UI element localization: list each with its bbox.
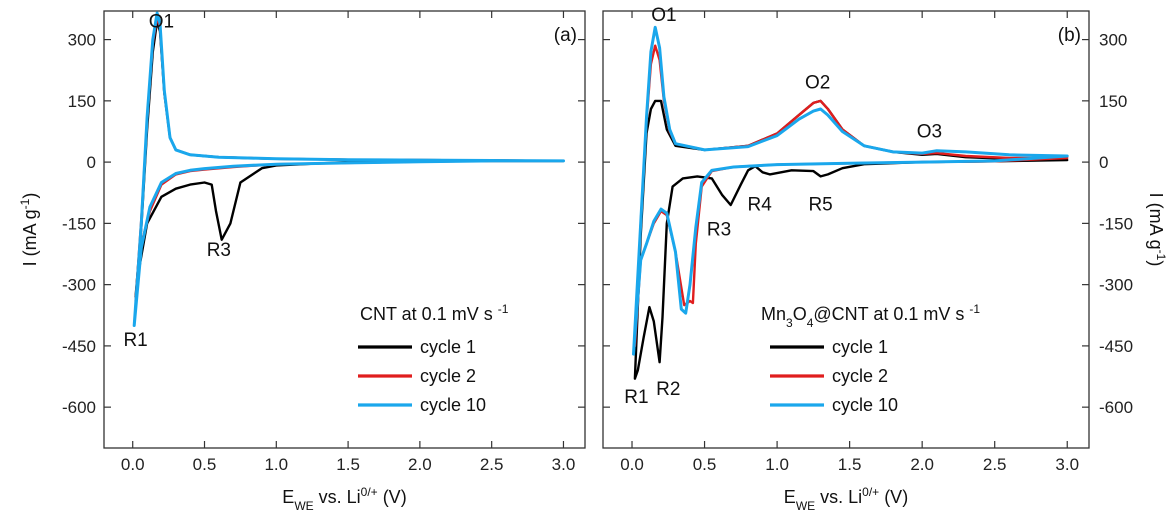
y-tick-label: -600 <box>62 398 96 417</box>
peak-annotation: R1 <box>624 387 648 408</box>
series-cycle-10 <box>632 25 1069 356</box>
y-tick-label: 150 <box>68 92 96 111</box>
panel-label: (a) <box>554 25 577 46</box>
legend-entry: cycle 2 <box>420 366 476 386</box>
x-tick-label: 0.5 <box>193 455 217 474</box>
y-tick-label: -300 <box>1099 276 1133 295</box>
chart-panel-a: 0.0 0.5 1.0 1.5 2.0 2.5 3.0 300 150 0 -150 -300 -450… <box>18 10 586 513</box>
plot-frame <box>103 10 586 449</box>
x-tick-label: 2.5 <box>983 455 1007 474</box>
y-tick-label: -600 <box>1099 398 1133 417</box>
legend-entry: cycle 1 <box>832 337 888 357</box>
plot-frame <box>602 10 1090 449</box>
legend: Mn3O4@CNT at 0.1 mV s -1 cycle 1 cycle 2 cy… <box>761 302 980 415</box>
x-tick-label: 1.0 <box>264 455 288 474</box>
legend-entry: cycle 10 <box>420 395 486 415</box>
peak-annotation: R1 <box>123 330 147 351</box>
y-tick-label: -150 <box>62 214 96 233</box>
chart-panel-b: 0.0 0.5 1.0 1.5 2.0 2.5 3.0 300 150 0 -150 -300 -450… <box>602 5 1168 513</box>
peak-annotation: R3 <box>707 220 731 241</box>
y-tick-label: 300 <box>1099 31 1127 50</box>
peak-annotation: R3 <box>207 240 231 261</box>
peak-annotation: O1 <box>651 5 676 26</box>
x-tick-label: 1.5 <box>838 455 862 474</box>
y-tick-label: 0 <box>87 153 96 172</box>
x-tick-label: 1.5 <box>336 455 360 474</box>
peak-annotation: O1 <box>149 11 174 32</box>
peak-annotation: R4 <box>748 194 773 215</box>
legend-entry: cycle 10 <box>832 395 898 415</box>
x-tick-label: 2.0 <box>408 455 432 474</box>
legend-title: Mn3O4@CNT at 0.1 mV s -1 <box>761 302 980 330</box>
x-tick-label: 2.5 <box>480 455 504 474</box>
x-axis-label: EWE vs. Li0/+ (V) <box>282 485 406 513</box>
y-tick-label: 300 <box>68 31 96 50</box>
legend-title: CNT at 0.1 mV s -1 <box>360 302 509 324</box>
legend-entry: cycle 1 <box>420 337 476 357</box>
x-tick-label: 3.0 <box>552 455 576 474</box>
y-axis-label: I (mA g-1) <box>18 193 40 267</box>
y-axis-label: I (mA g-1) <box>1146 193 1168 267</box>
x-tick-label: 3.0 <box>1055 455 1079 474</box>
y-tick-label: -450 <box>1099 337 1133 356</box>
peak-annotation: O3 <box>917 122 942 143</box>
y-tick-label: -150 <box>1099 214 1133 233</box>
y-tick-label: 0 <box>1099 153 1108 172</box>
x-tick-label: 0.5 <box>693 455 717 474</box>
series-cycle-10 <box>132 11 565 327</box>
x-tick-label: 1.0 <box>765 455 789 474</box>
x-tick-label: 0.0 <box>121 455 145 474</box>
y-tick-label: -300 <box>62 276 96 295</box>
x-axis-label: EWE vs. Li0/+ (V) <box>784 485 908 513</box>
y-tick-label: -450 <box>62 337 96 356</box>
legend-entry: cycle 2 <box>832 366 888 386</box>
peak-annotation: R5 <box>808 194 832 215</box>
y-tick-label: 150 <box>1099 92 1127 111</box>
peak-annotation: R2 <box>656 379 680 400</box>
peak-annotation: O2 <box>805 73 830 94</box>
x-tick-label: 0.0 <box>620 455 644 474</box>
x-tick-label: 2.0 <box>910 455 934 474</box>
panel-label: (b) <box>1058 25 1081 46</box>
legend: CNT at 0.1 mV s -1 cycle 1 cycle 2 cycle 10 <box>358 302 509 415</box>
